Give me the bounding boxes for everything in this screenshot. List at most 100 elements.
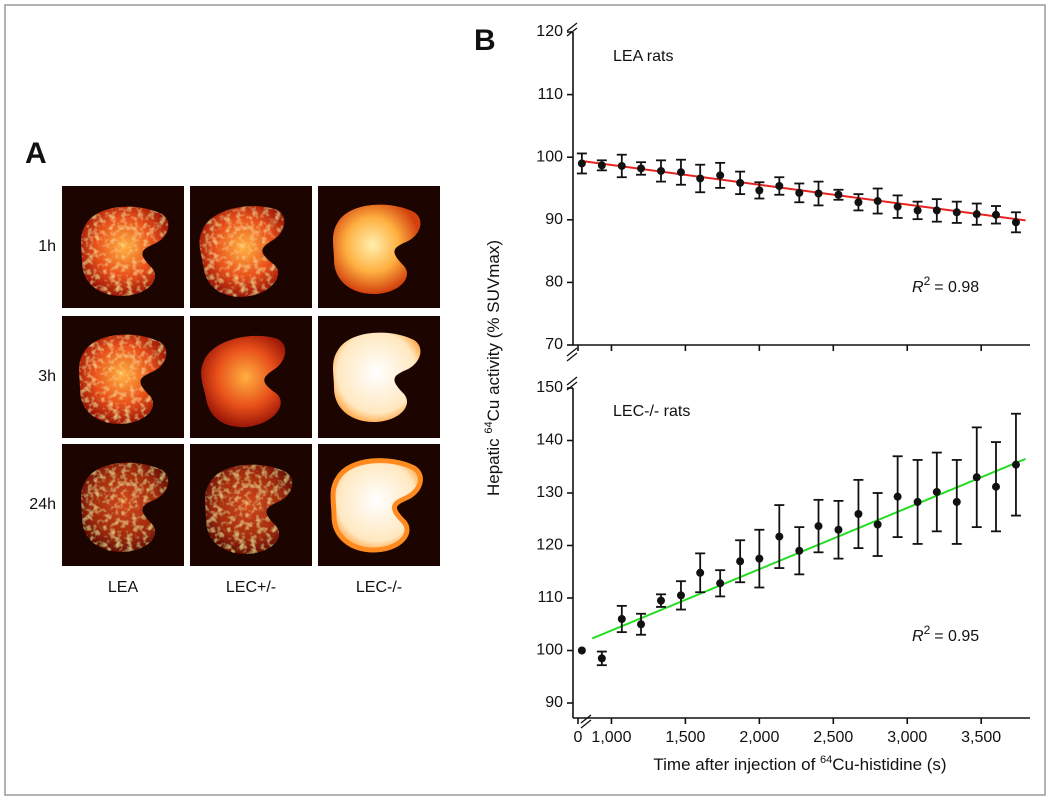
y-tick-label: 110	[537, 589, 563, 606]
y-axis-label: Hepatic 64Cu activity (% SUVmax)	[483, 240, 504, 496]
x-tick-label: 2,000	[739, 729, 779, 746]
column-label: LEC+/-	[226, 579, 276, 596]
data-point	[893, 492, 902, 501]
y-tick-label: 100	[536, 148, 563, 165]
data-point	[676, 168, 685, 177]
axis-break	[566, 347, 578, 362]
data-point	[854, 510, 863, 518]
label-text: Cu-histidine (s)	[832, 755, 946, 774]
y-tick-label: 70	[545, 336, 563, 353]
data-point	[873, 520, 882, 529]
r-squared: R2 = 0.95	[912, 623, 979, 645]
data-point	[1011, 460, 1020, 469]
panel-label: B	[474, 24, 496, 57]
data-point	[814, 522, 823, 531]
y-tick-label: 110	[537, 86, 563, 103]
data-point	[1011, 218, 1020, 227]
data-point	[577, 646, 586, 655]
y-tick-label: 80	[545, 274, 563, 291]
x-tick-label: 1,000	[591, 729, 631, 746]
row-label: 1h	[38, 238, 56, 255]
data-point	[795, 546, 804, 555]
x-tick-label: 0	[574, 729, 583, 746]
r-value: = 0.95	[934, 628, 979, 645]
data-point	[696, 568, 705, 577]
panel-label: A	[25, 137, 47, 170]
data-point	[991, 210, 1000, 219]
row-label: 24h	[29, 496, 56, 513]
data-point	[952, 208, 961, 217]
data-point	[972, 473, 981, 482]
x-tick-label: 1,500	[665, 729, 705, 746]
figure-border	[4, 4, 1046, 796]
data-point	[913, 497, 922, 506]
data-point	[991, 482, 1000, 491]
data-point	[932, 487, 941, 496]
label-superscript: 64	[820, 754, 832, 766]
y-tick-label: 90	[545, 211, 563, 228]
chart-title: LEA rats	[613, 48, 673, 65]
y-tick-label: 140	[536, 432, 563, 449]
label-text: Cu activity (% SUVmax)	[484, 240, 503, 421]
data-point	[736, 557, 745, 566]
data-point	[676, 591, 685, 600]
data-point	[952, 497, 961, 506]
y-tick-label: 120	[536, 537, 563, 554]
data-point	[854, 198, 863, 207]
r-power: 2	[924, 623, 931, 637]
data-point	[755, 554, 764, 563]
axis-break	[566, 22, 578, 37]
data-point	[696, 174, 705, 183]
data-point	[656, 166, 665, 175]
row-label: 3h	[38, 368, 56, 385]
y-tick-label: 150	[536, 379, 563, 396]
data-point	[597, 654, 606, 663]
data-point	[932, 206, 941, 215]
data-point	[795, 188, 804, 197]
data-point	[637, 620, 646, 629]
label-superscript: 64	[483, 421, 495, 433]
data-point	[656, 596, 665, 605]
data-point	[637, 164, 646, 173]
x-tick-label: 3,500	[961, 729, 1001, 746]
x-tick-label: 2,500	[813, 729, 853, 746]
column-label: LEA	[108, 579, 139, 596]
data-point	[577, 159, 586, 168]
data-point	[834, 525, 843, 534]
r-power: 2	[924, 274, 931, 288]
data-point	[736, 178, 745, 187]
y-tick-label: 90	[545, 694, 563, 711]
data-point	[617, 615, 626, 623]
data-point	[834, 190, 843, 199]
data-point	[775, 532, 784, 541]
data-point	[913, 206, 922, 215]
column-label: LEC-/-	[356, 579, 402, 596]
data-point	[893, 202, 902, 211]
r-value: = 0.98	[934, 279, 979, 296]
r-symbol: R	[912, 279, 924, 296]
data-point	[755, 186, 764, 195]
fit-line	[581, 159, 1026, 222]
image-grid	[62, 186, 440, 566]
x-tick-label: 3,000	[887, 729, 927, 746]
r-symbol: R	[912, 628, 924, 645]
y-tick-label: 130	[536, 484, 563, 501]
data-point	[873, 197, 882, 206]
axis-break	[580, 714, 592, 729]
y-tick-label: 100	[536, 642, 563, 659]
data-point	[597, 161, 606, 170]
fit-line	[591, 457, 1026, 640]
data-point	[716, 579, 725, 588]
data-point	[716, 171, 725, 180]
data-point	[972, 210, 981, 219]
chart-title: LEC-/- rats	[613, 403, 690, 420]
y-tick-label: 120	[536, 23, 563, 40]
x-axis-label: Time after injection of 64Cu-histidine (…	[653, 754, 946, 775]
label-text: Hepatic	[484, 434, 503, 496]
r-squared: R2 = 0.98	[912, 274, 979, 296]
data-point	[775, 181, 784, 190]
label-text: Time after injection of	[653, 755, 820, 774]
data-point	[617, 161, 626, 170]
data-point	[814, 189, 823, 198]
